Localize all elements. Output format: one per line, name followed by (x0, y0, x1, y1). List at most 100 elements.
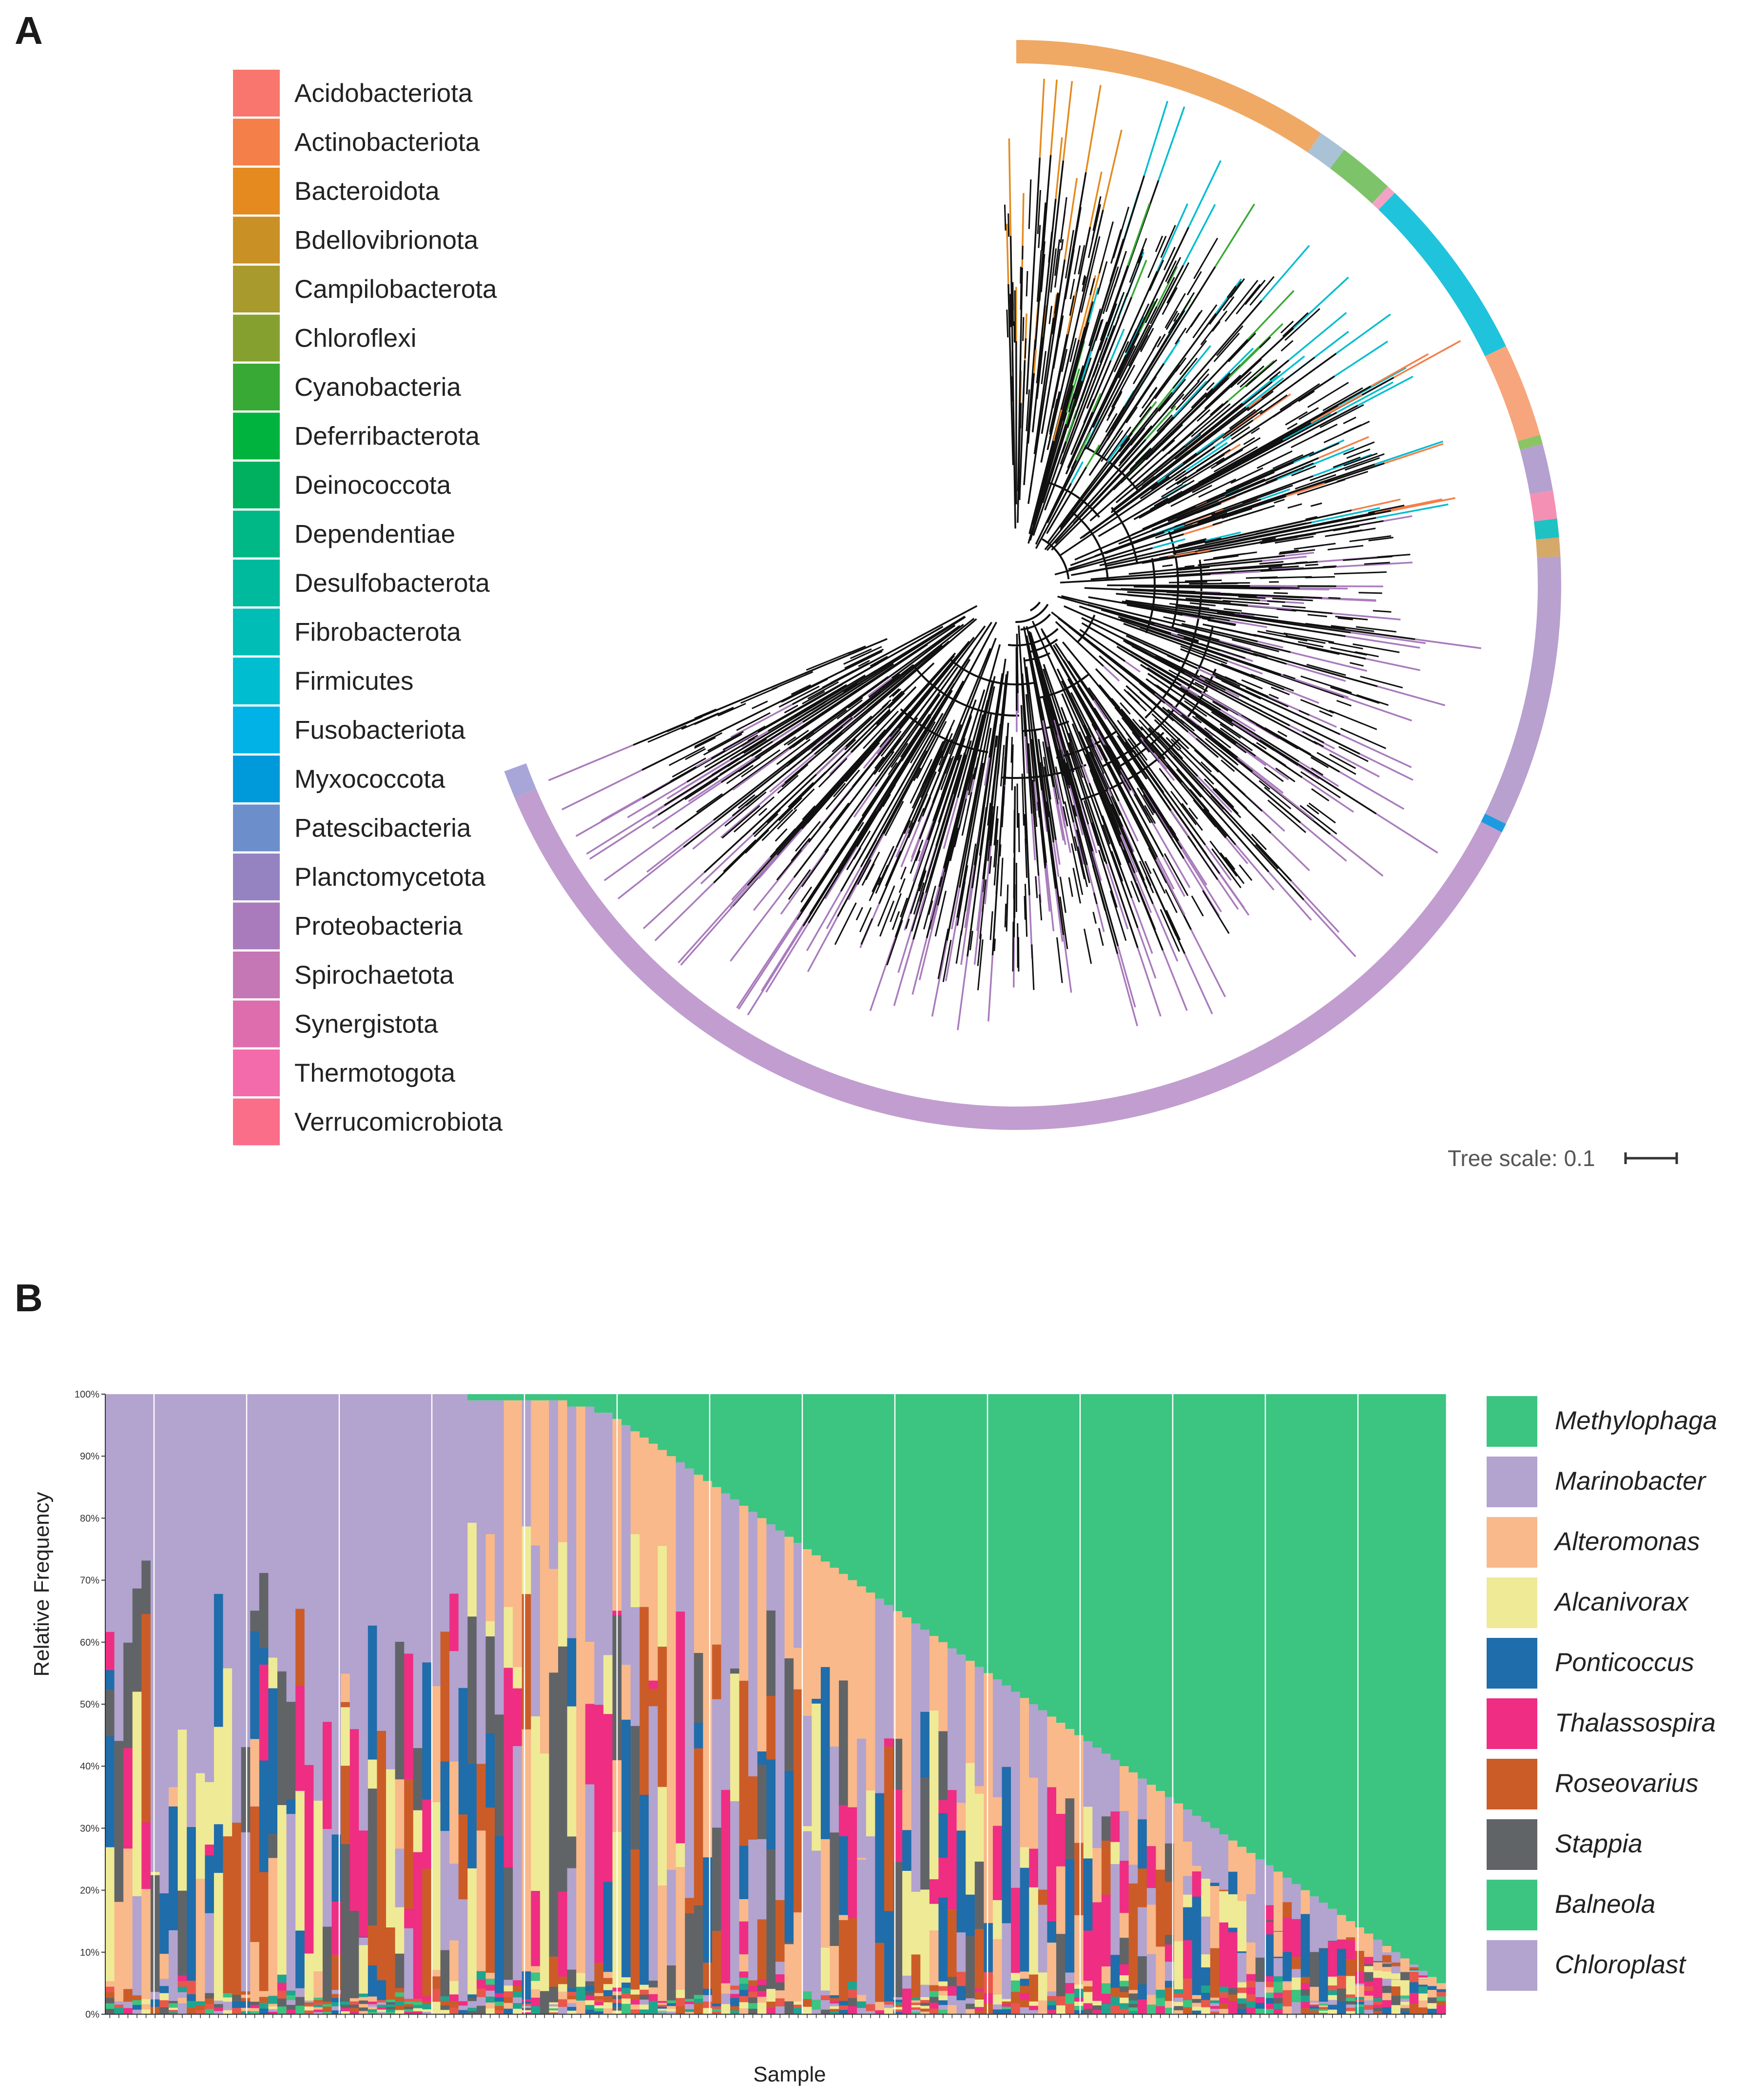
tree-cluster (1198, 638, 1246, 654)
tree-cluster (1184, 693, 1203, 706)
bar-segment-marinobacter (105, 1394, 115, 1632)
tree-cluster (1133, 794, 1151, 824)
tree-cluster (1068, 365, 1084, 412)
tree-tip (1168, 345, 1211, 397)
bar-segment-minor (920, 2000, 930, 2003)
tree-cluster (1189, 602, 1216, 606)
bar-segment-minor (748, 1991, 758, 1998)
tree-cluster (1193, 799, 1217, 828)
bar-segment-minor (467, 2001, 477, 2004)
bar-segment-alcanivorax (223, 1710, 232, 1837)
tree-cluster (1238, 528, 1268, 537)
tree-cluster (979, 807, 988, 856)
bar-segment-minor (368, 2011, 378, 2015)
bar-segment-minor (187, 1980, 196, 1988)
tree-tip (1175, 549, 1210, 558)
tree-cluster (968, 774, 974, 796)
bar-segment-ponticoccus (1083, 1858, 1093, 1931)
tree-cluster (1097, 261, 1108, 295)
tree-cluster (1080, 301, 1094, 347)
bar-segment-methylophaga (485, 1394, 495, 1400)
bar-segment-marinobacter (1391, 1966, 1401, 1974)
tree-tip (1143, 100, 1168, 176)
bar-segment-minor (1364, 2009, 1374, 2015)
tree-cluster (1139, 682, 1165, 704)
bar-segment-minor (667, 2008, 677, 2012)
tree-branch (1099, 540, 1206, 566)
bar-segment-marinobacter (1282, 1981, 1292, 1983)
tree-cluster (837, 855, 849, 874)
bar-segment-alteromonas (1427, 1989, 1437, 1998)
bar-segment-alteromonas (504, 1400, 513, 1607)
tree-cluster (1224, 676, 1237, 683)
tree-branch (1080, 482, 1158, 540)
tree-cluster (1102, 815, 1122, 865)
bar-segment-marinobacter (359, 1735, 368, 1831)
bar-segment-minor (494, 1993, 504, 1998)
tree-cluster (1119, 425, 1153, 464)
bar-segment-minor (730, 1993, 740, 1998)
bar-segment-minor (413, 1998, 423, 2002)
bar-segment-minor (540, 2003, 550, 2015)
bar-segment-alcanivorax (966, 1763, 975, 1819)
tree-cluster (801, 726, 834, 752)
bar-segment-alcanivorax (223, 1668, 232, 1710)
bar-segment-thalassospira (938, 1800, 948, 1813)
tree-tip (680, 905, 734, 966)
tree-cluster (956, 730, 973, 781)
tree-cluster (1221, 507, 1253, 519)
tree-cluster (1059, 749, 1070, 789)
bar-segment-ponticoccus (458, 1688, 468, 1815)
tree-tip (1339, 733, 1412, 768)
bar-segment-minor (331, 1994, 341, 1998)
bar-segment-alcanivorax (1418, 1977, 1428, 1979)
x-axis (105, 2014, 1446, 2018)
tree-cluster (1213, 332, 1240, 362)
tree-tip (1262, 556, 1307, 562)
tree-cluster (1203, 808, 1227, 837)
bar-segment-stappia (259, 1573, 269, 1648)
tree-cluster (1117, 732, 1127, 746)
tree-tip (815, 746, 847, 776)
bar-segment-minor (368, 2003, 378, 2007)
tree-tip (1332, 612, 1401, 621)
tree-cluster (1110, 229, 1122, 264)
tree-cluster (1161, 483, 1183, 498)
bar-segment-minor (639, 2009, 649, 2015)
tree-cluster (1137, 797, 1149, 816)
tree-branch (1073, 175, 1145, 400)
genus-legend-label: Thalassospira (1555, 1709, 1716, 1737)
tree-cluster (794, 820, 821, 852)
bar-segment-minor (1264, 2008, 1274, 2015)
tree-tip (1024, 736, 1028, 774)
tree-cluster (858, 660, 870, 667)
tree-cluster (843, 646, 882, 665)
tree-branch (1035, 460, 1077, 545)
bar-segment-marinobacter (585, 1784, 595, 1872)
tree-cluster (1228, 332, 1257, 363)
tree-cluster (787, 729, 809, 746)
bar-segment-alcanivorax (431, 1802, 441, 1970)
bar-segment-minor (169, 2012, 178, 2015)
bar-segment-minor (639, 2004, 649, 2010)
tree-cluster (1202, 890, 1230, 934)
bar-segment-minor (712, 2008, 722, 2012)
tree-cluster (1004, 903, 1007, 928)
phylum-legend-label: Planctomycetota (294, 863, 485, 892)
bar-segment-minor (1427, 1997, 1437, 2003)
bar-segment-alcanivorax (929, 1801, 939, 1880)
bar-segment-alteromonas (1310, 1986, 1319, 2001)
bar-segment-marinobacter (730, 1499, 740, 1669)
bar-segment-minor (567, 2006, 577, 2011)
tree-cluster (911, 783, 925, 809)
tree-cluster (1165, 311, 1178, 330)
tree-cluster (1185, 579, 1222, 582)
tree-cluster (775, 828, 788, 842)
tree-branch (1140, 726, 1270, 873)
tree-cluster (783, 736, 796, 746)
tree-cluster (1226, 285, 1237, 298)
bar-segment-alcanivorax (295, 1790, 305, 1931)
bar-segment-thalassospira (1047, 1854, 1057, 1922)
bar-segment-minor (1246, 2001, 1256, 2008)
tree-cluster (942, 939, 952, 982)
